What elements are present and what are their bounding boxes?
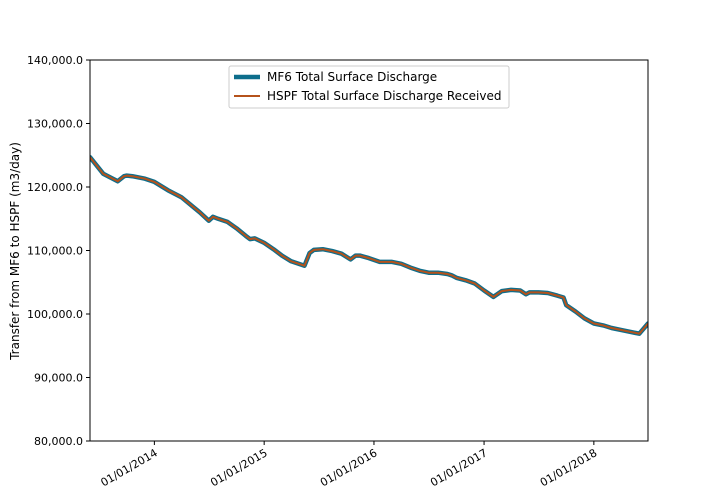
legend-label-2: HSPF Total Surface Discharge Received	[267, 89, 501, 103]
series-line-1	[90, 154, 648, 336]
x-tick-label: 01/01/2018	[538, 446, 599, 489]
legend: MF6 Total Surface Discharge HSPF Total Su…	[228, 65, 510, 109]
x-tick-label: 01/01/2016	[318, 446, 379, 489]
series-layer	[90, 154, 648, 336]
plot-frame	[89, 59, 649, 442]
y-tick-label: 90,000.0	[34, 372, 83, 385]
x-tick-label: 01/01/2014	[98, 446, 159, 489]
x-tick-label: 01/01/2017	[428, 446, 489, 489]
y-tick-label: 120,000.0	[27, 181, 83, 194]
legend-box	[228, 65, 510, 109]
legend-label-1: MF6 Total Surface Discharge	[267, 70, 437, 84]
y-tick-label: 80,000.0	[34, 435, 83, 448]
y-tick-label: 110,000.0	[27, 245, 83, 258]
y-tick-label: 140,000.0	[27, 54, 83, 67]
axes-layer: 80,000.0 90,000.0 100,000.0 110,000.0 120,00…	[27, 54, 649, 489]
series-line-2	[90, 156, 648, 335]
y-tick-label: 130,000.0	[27, 118, 83, 131]
x-tick-label: 01/01/2015	[208, 446, 269, 489]
y-axis-label: Transfer from MF6 to HSPF (m3/day)	[8, 142, 22, 361]
y-tick-label: 100,000.0	[27, 308, 83, 321]
